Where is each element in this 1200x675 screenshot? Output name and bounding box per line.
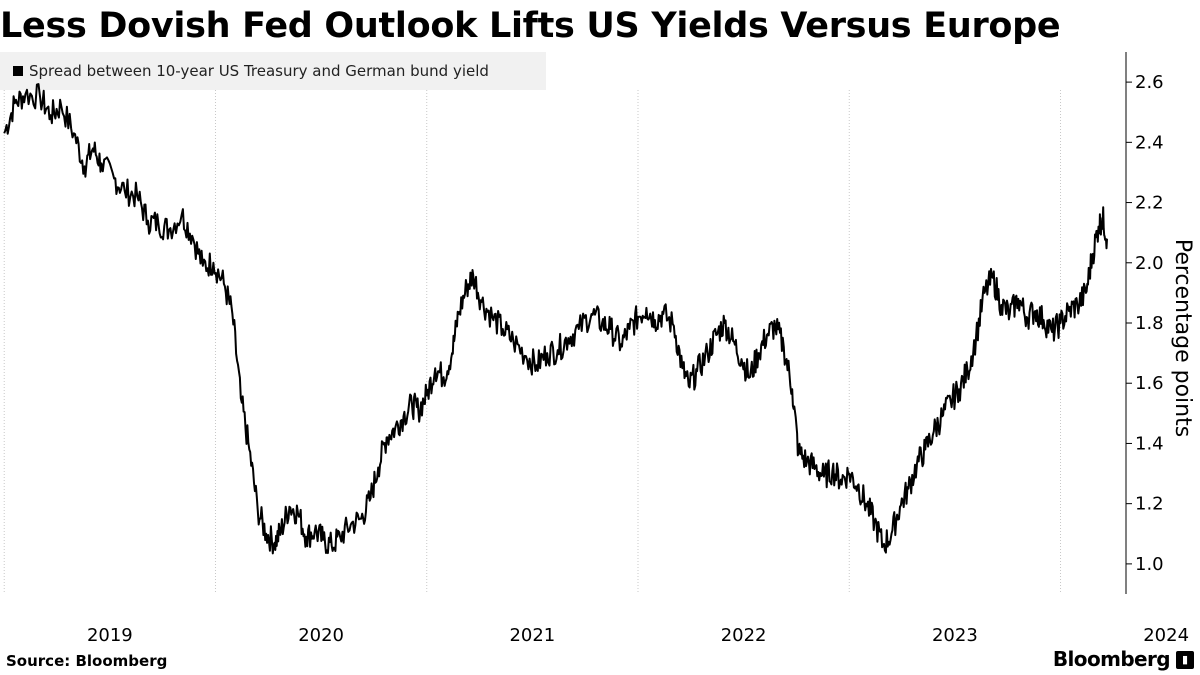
brand-mark-icon: ▮ [1176, 651, 1194, 669]
y-axis-label: Percentage points [1170, 239, 1195, 437]
y-tick-label: 2.6 [1135, 72, 1164, 93]
x-tick-label: 2022 [721, 625, 767, 646]
series-line [3, 83, 1108, 555]
x-tick-label: 2023 [932, 625, 978, 646]
gridlines [3, 90, 1062, 594]
legend: Spread between 10-year US Treasury and G… [0, 52, 546, 90]
brand-logo: Bloomberg [1052, 647, 1171, 671]
x-tick-label: 2020 [298, 625, 344, 646]
y-tick-label: 2.0 [1135, 253, 1164, 274]
series-group [3, 83, 1108, 555]
x-tick-label: 2019 [87, 625, 133, 646]
legend-label: Spread between 10-year US Treasury and G… [29, 62, 489, 80]
source-note: Source: Bloomberg [6, 652, 168, 670]
y-tick-label: 2.2 [1135, 193, 1164, 214]
x-tick-label: 2021 [509, 625, 555, 646]
y-tick-label: 1.6 [1135, 373, 1164, 394]
legend-swatch [13, 66, 23, 76]
x-tick-label: 2024 [1143, 625, 1189, 646]
x-axis: 2019 2020 2021 2022 2023 2024 [87, 625, 1189, 646]
y-tick-label: 1.2 [1135, 494, 1164, 515]
y-axis: 1.0 1.2 1.4 1.6 1.8 2.0 2.2 2.4 2.6 [1125, 52, 1164, 594]
y-tick-label: 1.8 [1135, 313, 1164, 334]
y-tick-label: 1.4 [1135, 433, 1164, 454]
chart-title: Less Dovish Fed Outlook Lifts US Yields … [0, 6, 1061, 46]
y-tick-label: 2.4 [1135, 132, 1164, 153]
y-tick-label: 1.0 [1135, 554, 1164, 575]
